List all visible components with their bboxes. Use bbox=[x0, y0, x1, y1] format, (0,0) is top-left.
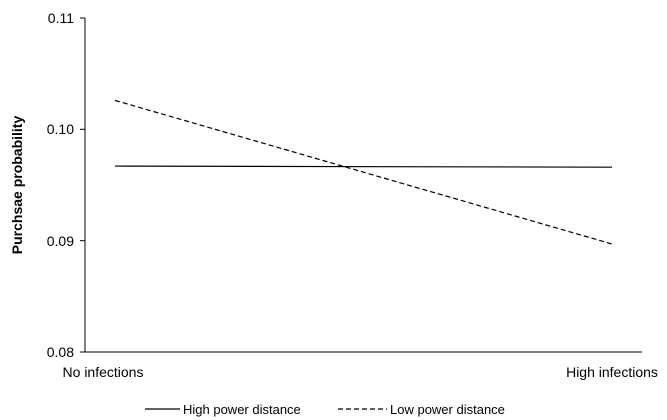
y-tick-label: 0.08 bbox=[47, 344, 74, 360]
legend: High power distance Low power distance bbox=[145, 402, 505, 417]
legend-label-low-power-distance: Low power distance bbox=[390, 402, 505, 417]
legend-label-high-power-distance: High power distance bbox=[183, 402, 301, 417]
y-axis-title: Purchsae probability bbox=[9, 116, 25, 255]
y-tick-label: 0.11 bbox=[48, 10, 74, 26]
x-tick-label: No infections bbox=[63, 364, 144, 380]
series-line-low-power-distance bbox=[114, 99, 613, 245]
x-tick-label: High infections bbox=[566, 364, 658, 380]
y-tick-label: 0.09 bbox=[47, 233, 74, 249]
series-line-high-power-distance bbox=[114, 165, 613, 168]
y-tick-label: 0.10 bbox=[47, 121, 74, 137]
